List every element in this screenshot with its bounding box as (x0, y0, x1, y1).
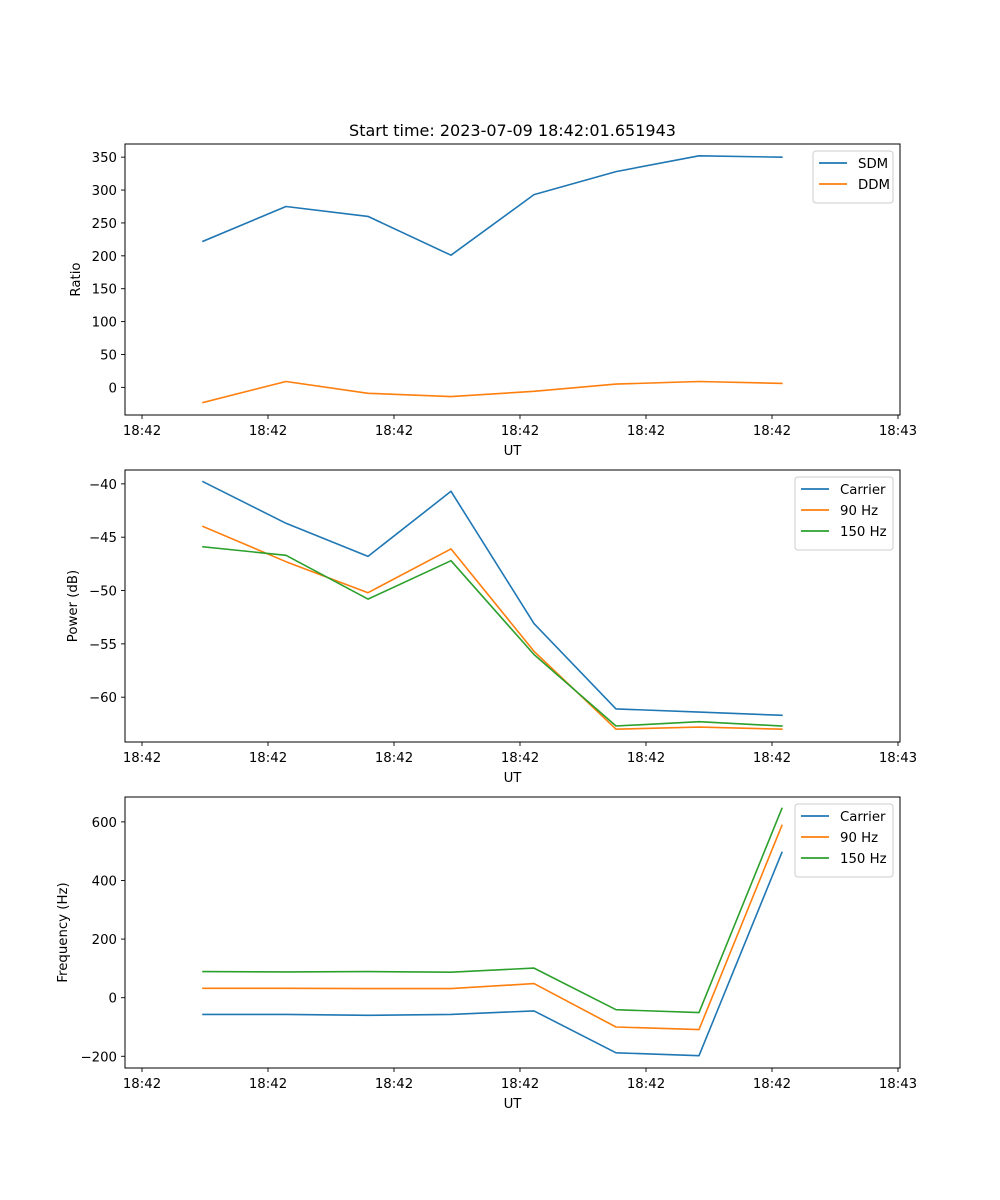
y-tick-label: −200 (80, 1050, 117, 1065)
x-tick-label: 18:42 (123, 424, 161, 439)
y-axis-label: Frequency (Hz) (56, 882, 71, 982)
legend: Carrier 90 Hz 150 Hz (794, 476, 894, 551)
legend-label: SDM (858, 157, 888, 172)
y-tick-label: 250 (92, 217, 117, 232)
y-tick-label: 0 (109, 992, 117, 1007)
y-tick-label: 150 (92, 283, 117, 298)
y-tick-label: 0 (109, 381, 117, 396)
y-tick-label: 200 (92, 250, 117, 265)
series-line-carrier (201, 480, 783, 717)
series-line-150-hz (202, 807, 783, 1014)
y-tick-label: −60 (89, 691, 117, 706)
legend-label: Carrier (840, 483, 886, 498)
x-tick-label: 18:42 (753, 751, 791, 766)
y-axis-label: Power (dB) (66, 570, 81, 642)
series-line-ddm (202, 380, 783, 404)
axes-frame (124, 796, 901, 1069)
legend-frame (812, 150, 894, 204)
legend-label: 90 Hz (840, 504, 878, 519)
subplot-3: 18:42 18:42 18:42 18:42 18:42 18:42 18:43 −200 0… (56, 796, 917, 1112)
x-tick-label: 18:42 (627, 751, 665, 766)
x-tick-label: 18:43 (879, 424, 917, 439)
axes-frame (124, 469, 901, 743)
x-tick-label: 18:42 (375, 751, 413, 766)
y-tick-label: 200 (92, 933, 117, 948)
y-axis-label: Ratio (69, 262, 84, 296)
x-tick-label: 18:42 (501, 1077, 539, 1092)
series-line-90-hz (202, 824, 783, 1031)
x-tick-label: 18:42 (375, 424, 413, 439)
y-tick-label: 300 (92, 184, 117, 199)
x-tick-label: 18:42 (753, 424, 791, 439)
legend-label: 150 Hz (840, 852, 887, 867)
series-line-150-hz (202, 545, 783, 727)
series-line-90-hz (201, 525, 783, 731)
y-tick-label: −40 (89, 478, 117, 493)
series-line-carrier (202, 851, 783, 1057)
x-axis-label: UT (504, 444, 523, 459)
legend-label: 90 Hz (840, 831, 878, 846)
x-tick-label: 18:42 (249, 751, 287, 766)
x-axis-label: UT (504, 1097, 523, 1112)
y-tick-label: 100 (92, 316, 117, 331)
legend: SDM DDM (812, 150, 894, 204)
series-line-sdm (201, 155, 783, 256)
x-tick-label: 18:42 (501, 424, 539, 439)
y-tick-label: −55 (89, 638, 117, 653)
legend-label: DDM (858, 178, 890, 193)
legend-label: Carrier (840, 810, 886, 825)
x-tick-label: 18:42 (249, 424, 287, 439)
y-tick-label: 400 (92, 874, 117, 889)
y-tick-label: 350 (92, 151, 117, 166)
x-tick-label: 18:43 (879, 751, 917, 766)
legend-label: 150 Hz (840, 525, 887, 540)
y-tick-label: 600 (92, 816, 117, 831)
x-tick-label: 18:42 (123, 1077, 161, 1092)
x-tick-label: 18:42 (627, 1077, 665, 1092)
x-tick-label: 18:42 (123, 751, 161, 766)
x-tick-label: 18:42 (249, 1077, 287, 1092)
x-tick-label: 18:42 (501, 751, 539, 766)
x-tick-label: 18:42 (375, 1077, 413, 1092)
y-tick-label: 50 (100, 348, 117, 363)
chart-title: Start time: 2023-07-09 18:42:01.651943 (349, 121, 676, 140)
y-tick-label: −45 (89, 531, 117, 546)
subplot-1: 18:42 18:42 18:42 18:42 18:42 18:42 18:43 0 50 10… (69, 121, 917, 459)
subplot-2: 18:42 18:42 18:42 18:42 18:42 18:42 18:43 −60 −5… (66, 469, 917, 786)
axes-frame (124, 143, 901, 416)
x-tick-label: 18:42 (753, 1077, 791, 1092)
x-tick-label: 18:43 (879, 1077, 917, 1092)
x-tick-label: 18:42 (627, 424, 665, 439)
y-tick-label: −50 (89, 585, 117, 600)
x-axis-label: UT (504, 771, 523, 786)
legend: Carrier 90 Hz 150 Hz (794, 803, 894, 878)
